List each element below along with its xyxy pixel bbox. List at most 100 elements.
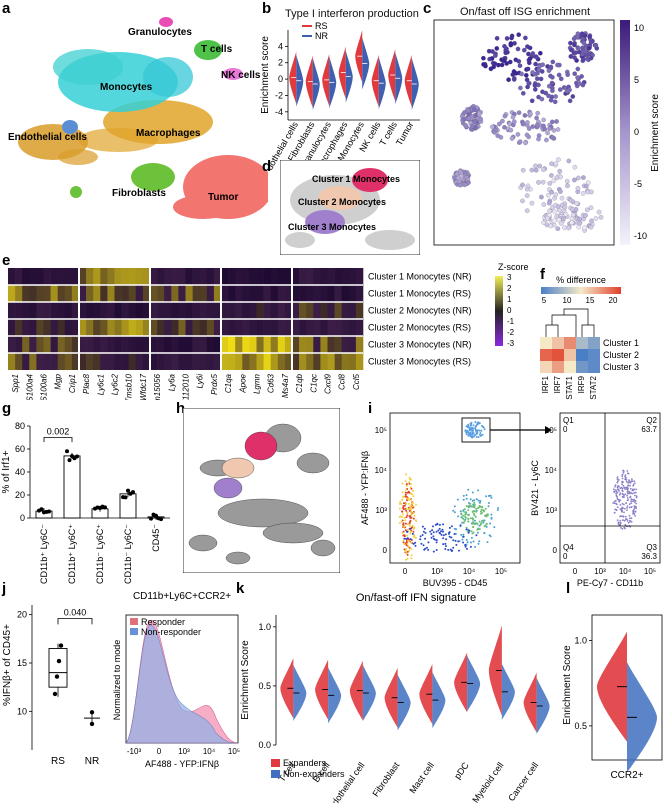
i-left-event bbox=[486, 541, 489, 544]
i-left-event bbox=[448, 531, 451, 534]
c-cell-point bbox=[458, 182, 463, 188]
e-heat-cell bbox=[355, 353, 364, 370]
j-ytick-label: 15 bbox=[17, 658, 27, 668]
e-heat-cell bbox=[277, 302, 286, 319]
c-cell-point bbox=[551, 136, 557, 141]
j-xtick-rs: RS bbox=[51, 756, 65, 767]
e-heat-cell bbox=[121, 319, 129, 336]
e-heat-cell bbox=[164, 285, 172, 302]
i-right-event bbox=[621, 477, 624, 480]
c-cell-point bbox=[580, 191, 586, 196]
i-left-event bbox=[453, 527, 456, 530]
c-cell-point bbox=[543, 90, 549, 96]
e-heat-cell bbox=[334, 353, 342, 370]
j-legend-nonresponder-swatch bbox=[130, 628, 138, 635]
k-violin-nonexpanders bbox=[397, 674, 411, 731]
c-cell-point bbox=[508, 59, 513, 65]
e-heat-cell bbox=[306, 302, 314, 319]
i-left-event bbox=[455, 543, 458, 546]
i-left-event bbox=[412, 512, 415, 514]
c-cell-point bbox=[466, 180, 471, 185]
e-heat-cell bbox=[29, 336, 37, 353]
i-left-event bbox=[409, 538, 412, 541]
i-left-event bbox=[462, 535, 465, 538]
e-row-label: Cluster 2 Monocytes (RS) bbox=[368, 323, 471, 333]
i-left-event bbox=[472, 435, 475, 438]
i-left-event bbox=[409, 505, 412, 508]
i-right-event bbox=[632, 509, 635, 512]
panel-e-label: e bbox=[2, 252, 11, 269]
c-cell-point bbox=[575, 186, 581, 191]
i-left-event bbox=[442, 523, 445, 526]
e-heat-cell bbox=[171, 336, 179, 353]
f-legend-bar bbox=[541, 287, 621, 294]
i-left-event bbox=[401, 531, 404, 534]
i-left-event bbox=[408, 476, 411, 479]
i-right-event bbox=[612, 502, 614, 504]
e-heat-cell bbox=[15, 353, 23, 370]
i-right-event bbox=[628, 490, 631, 493]
i-left-event bbox=[468, 429, 471, 432]
e-heat-cell bbox=[284, 268, 293, 285]
i-left-event bbox=[477, 436, 480, 438]
e-heat-cell bbox=[199, 285, 208, 302]
c-cell-point bbox=[579, 31, 585, 37]
c-cell-point bbox=[544, 137, 549, 143]
c-cell-point bbox=[508, 127, 514, 133]
c-cell-point bbox=[559, 195, 565, 201]
e-heat-cell bbox=[292, 319, 300, 336]
e-heat-cell bbox=[228, 353, 236, 370]
e-heat-cell bbox=[86, 268, 94, 285]
c-cell-point bbox=[589, 218, 594, 224]
i-right-event bbox=[621, 489, 624, 492]
e-heat-cell bbox=[29, 268, 37, 285]
e-heat-cell bbox=[206, 268, 215, 285]
i-right-event bbox=[633, 512, 635, 515]
i-left-event bbox=[479, 510, 482, 513]
e-heat-cell bbox=[171, 319, 179, 336]
i-left-event bbox=[467, 509, 470, 512]
i-left-event bbox=[405, 508, 408, 511]
e-heat-cell bbox=[256, 319, 264, 336]
e-heat-cell bbox=[320, 285, 328, 302]
i-left-event bbox=[407, 497, 410, 500]
g-xtick-label: CD45⁻ bbox=[151, 524, 161, 552]
i-left-event bbox=[461, 516, 464, 519]
e-heat-cell bbox=[192, 336, 200, 353]
i-left-event bbox=[408, 499, 411, 501]
e-heat-cell bbox=[192, 319, 200, 336]
g-sig-pvalue: 0.002 bbox=[47, 427, 70, 437]
k-violin-expanders bbox=[454, 652, 468, 713]
e-heat-cell bbox=[178, 336, 186, 353]
panel-g-chart: 0 20 40 60 80 % of Irf1+ CD11b⁺ Ly6C⁻ CD11b⁺ Ly… bbox=[1, 421, 170, 584]
i-right-event bbox=[626, 519, 629, 522]
e-heat-cell bbox=[8, 268, 16, 285]
c-cell-point bbox=[568, 40, 573, 46]
e-heat-cell bbox=[36, 336, 44, 353]
i-q2-value: 63.7 bbox=[641, 425, 657, 434]
i-left-event bbox=[478, 504, 481, 507]
k-violin-expanders bbox=[315, 659, 329, 720]
e-heat-cell bbox=[29, 285, 37, 302]
i-left-event bbox=[462, 533, 465, 536]
g-point bbox=[103, 505, 107, 510]
i-left-event bbox=[478, 540, 481, 543]
e-heat-cell bbox=[43, 319, 51, 336]
c-cell-point bbox=[571, 36, 577, 42]
umap-tumor bbox=[173, 155, 268, 219]
i-right-event bbox=[617, 485, 619, 487]
c-cell-point bbox=[520, 182, 525, 188]
e-heat-cell bbox=[107, 319, 115, 336]
i-right-event bbox=[634, 494, 636, 497]
e-heat-cell bbox=[192, 268, 200, 285]
i-left-event bbox=[398, 521, 401, 524]
c-cell-point bbox=[572, 177, 577, 183]
c-cell-point bbox=[554, 119, 559, 124]
i-right-event bbox=[618, 499, 621, 502]
i-left-event bbox=[465, 512, 468, 515]
i-left-event bbox=[452, 509, 455, 512]
c-cell-point bbox=[538, 50, 543, 56]
i-left-event bbox=[405, 497, 408, 500]
i-left-event bbox=[405, 516, 408, 519]
e-heat-cell bbox=[242, 268, 250, 285]
